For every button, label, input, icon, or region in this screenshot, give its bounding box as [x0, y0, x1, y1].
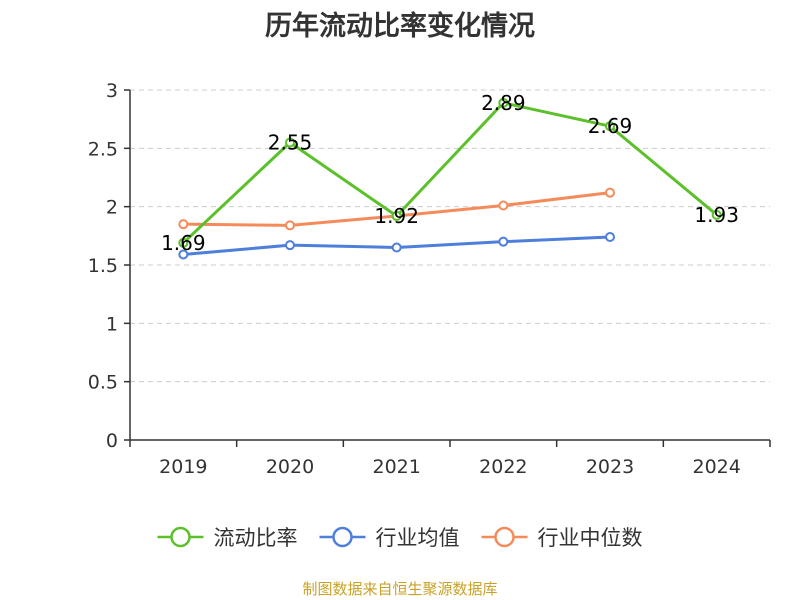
y-tick-label: 2: [106, 197, 118, 219]
data-point: [498, 200, 509, 211]
data-point: [605, 187, 615, 198]
data-point: [391, 242, 402, 253]
x-tick-label: 2022: [479, 456, 527, 478]
y-tick-label: 0.5: [88, 372, 118, 394]
legend-circle-icon: [170, 526, 191, 548]
data-label: 1.93: [694, 203, 739, 227]
legend-item: 行业中位数: [481, 526, 643, 550]
legend-label: 行业均值: [376, 526, 460, 550]
x-tick-label: 2024: [692, 456, 740, 478]
data-point: [391, 211, 402, 221]
data-point: [178, 237, 189, 248]
legend-item: 行业均值: [319, 526, 460, 550]
data-point: [178, 219, 189, 230]
x-tick-label: 2021: [372, 456, 420, 478]
data-point: [285, 220, 295, 231]
data-label: 1.92: [374, 204, 419, 228]
footer-source: 制图数据来自恒生聚源数据库: [302, 580, 498, 598]
data-point: [285, 137, 295, 148]
y-tick-label: 0: [106, 430, 118, 452]
x-tick-label: 2020: [266, 456, 314, 478]
data-point: [178, 249, 189, 260]
data-point: [605, 121, 615, 132]
data-point: [285, 240, 295, 251]
y-tick-label: 1: [106, 313, 118, 335]
x-tick-label: 2019: [159, 456, 207, 478]
chart-title: 历年流动比率变化情况: [265, 11, 535, 42]
legend-circle-icon: [494, 526, 515, 548]
data-point: [605, 232, 615, 242]
y-tick-label: 3: [106, 80, 118, 102]
legend-label: 流动比率: [214, 526, 298, 550]
data-label: 2.89: [481, 91, 526, 115]
y-tick-label: 1.5: [88, 255, 118, 277]
data-label: 1.69: [161, 231, 206, 255]
legend-label: 行业中位数: [538, 526, 643, 550]
y-tick-label: 2.5: [88, 138, 118, 160]
data-point: [711, 209, 722, 220]
data-label: 2.69: [588, 114, 633, 138]
legend-circle-icon: [332, 526, 353, 548]
data-point: [498, 236, 509, 247]
x-tick-label: 2023: [586, 456, 634, 478]
data-label: 2.55: [268, 131, 313, 155]
data-point: [498, 97, 509, 108]
series-line: [182, 101, 718, 244]
legend-item: 流动比率: [157, 526, 298, 550]
